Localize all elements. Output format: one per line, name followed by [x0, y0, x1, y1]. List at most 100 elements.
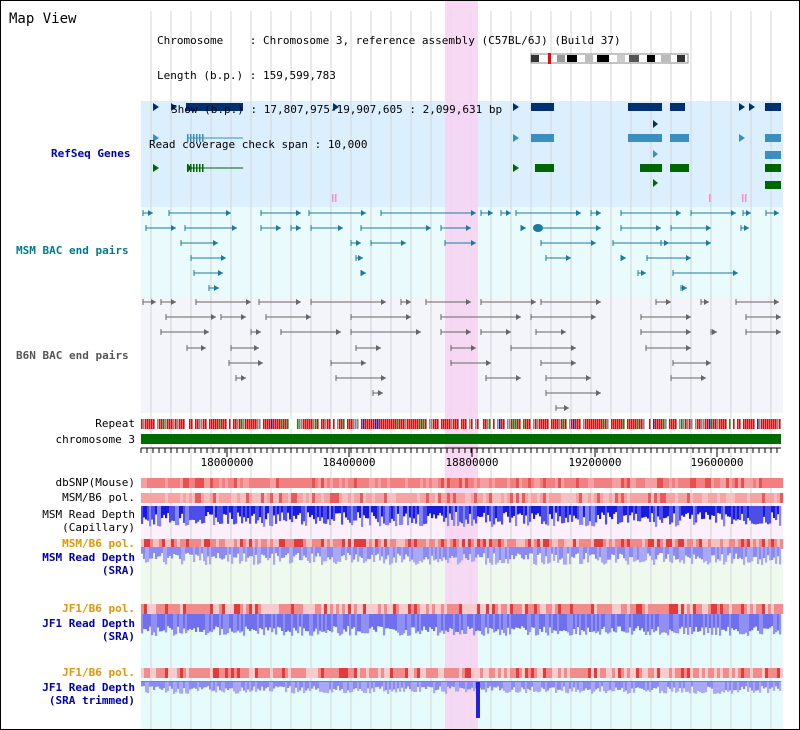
repeat-element	[151, 419, 153, 429]
jf1-b6-pol-2-heatmap-cell	[750, 668, 754, 678]
jf1-depth-trimmed-bar	[523, 681, 526, 690]
repeat-element	[147, 419, 149, 429]
dbsnp-heatmap-cell	[258, 478, 262, 488]
jf1-b6-pol-heatmap-cell	[495, 604, 499, 614]
gene-direction-arrow	[513, 134, 519, 142]
dbsnp-heatmap-cell	[474, 478, 478, 488]
bac-end-arrow	[306, 314, 311, 320]
msm-b6-pol-2-heatmap-cell	[171, 539, 175, 549]
jf1-depth-trimmed-bar	[249, 681, 252, 692]
msm-depth-capillary-bar	[709, 506, 712, 520]
jf1-b6-pol-heatmap-cell	[546, 604, 550, 614]
msm-depth-sra-bar	[177, 547, 180, 556]
msm-b6-pol-heatmap-cell	[294, 493, 298, 503]
msm-b6-pol-heatmap-cell	[723, 493, 727, 503]
msm-depth-sra-bar	[277, 547, 280, 557]
msm-depth-capillary-bar	[179, 506, 182, 519]
msm-b6-pol-2-heatmap-cell	[378, 539, 382, 549]
msm-depth-sra-bar	[205, 547, 208, 565]
jf1-depth-trimmed-bar	[659, 681, 662, 694]
msm-depth-capillary-bar	[447, 506, 450, 527]
jf1-depth-sra-bar	[283, 614, 286, 636]
msm-b6-pol-2-heatmap-cell	[144, 539, 148, 549]
jf1-b6-pol-heatmap-cell	[606, 604, 610, 614]
bac-end-arrow	[712, 329, 717, 335]
jf1-depth-trimmed-bar	[751, 681, 754, 691]
jf1-depth-trimmed-bar	[405, 681, 408, 689]
jf1-depth-sra-bar	[637, 614, 640, 627]
jf1-depth-trimmed-bar	[619, 681, 622, 690]
msm-b6-pol-heatmap-cell	[504, 493, 508, 503]
dbsnp-heatmap-cell	[249, 478, 253, 488]
msm-b6-pol-heatmap-cell	[354, 493, 358, 503]
msm-depth-sra-bar	[487, 547, 490, 559]
jf1-b6-pol-heatmap-cell	[630, 604, 634, 614]
repeat-element	[281, 419, 283, 429]
msm-b6-pol-2-heatmap-cell	[531, 539, 535, 549]
dbsnp-heatmap-cell	[645, 478, 649, 488]
msm-b6-pol-2-heatmap-cell	[513, 539, 517, 549]
jf1-depth-sra-bar	[583, 614, 586, 632]
msm-depth-sra-bar	[669, 547, 672, 562]
msm-depth-capillary-bar	[737, 506, 740, 520]
jf1-b6-pol-2-heatmap-cell	[480, 668, 484, 678]
bac-end-arrow	[506, 210, 511, 216]
jf1-b6-pol-2-heatmap-cell	[690, 668, 694, 678]
jf1-depth-sra-bar	[737, 614, 740, 632]
msm-b6-pol-2-heatmap-cell	[348, 539, 352, 549]
msm-depth-sra-bar	[231, 547, 234, 564]
msm-b6-pol-heatmap-cell	[732, 493, 736, 503]
jf1-depth-trimmed-bar	[555, 681, 558, 693]
msm-depth-sra-bar	[601, 547, 604, 563]
jf1-depth-sra-bar	[411, 614, 414, 628]
dbsnp-heatmap-cell	[687, 478, 691, 488]
msm-b6-pol-2-heatmap-cell	[648, 539, 652, 549]
jf1-depth-trimmed-bar	[185, 681, 188, 694]
msm-depth-capillary-bar	[329, 506, 332, 526]
msm-b6-pol-2-heatmap-cell	[660, 539, 664, 549]
jf1-b6-pol-heatmap-cell	[429, 604, 433, 614]
repeat-track	[141, 419, 781, 429]
jf1-depth-trimmed-bar	[381, 681, 384, 687]
repeat-element	[535, 419, 537, 429]
repeat-element	[243, 419, 245, 429]
jf1-b6-pol-2-heatmap-cell	[330, 668, 334, 678]
jf1-b6-pol-2-heatmap-cell	[609, 668, 613, 678]
jf1-depth-sra-bar	[597, 614, 600, 632]
jf1-b6-pol-heatmap-cell	[444, 604, 448, 614]
msm-depth-capillary-bar	[321, 506, 324, 518]
jf1-b6-pol-2-heatmap-cell	[429, 668, 433, 678]
jf1-depth-sra-bar	[231, 614, 234, 632]
msm-depth-sra-bar	[667, 547, 670, 555]
jf1-depth-sra-bar	[349, 614, 352, 636]
repeat-element	[717, 419, 719, 429]
msm-b6-pol-heatmap-cell	[375, 493, 379, 503]
repeat-element	[373, 419, 375, 429]
dbsnp-heatmap-cell	[303, 478, 307, 488]
repeat-element	[569, 419, 571, 429]
jf1-depth-trimmed-bar	[599, 681, 602, 692]
jf1-depth-trimmed-bar	[287, 681, 290, 689]
jf1-depth-sra-bar	[327, 614, 330, 630]
msm-b6-pol-2-heatmap-cell	[747, 539, 751, 549]
jf1-depth-sra-bar	[471, 614, 474, 628]
repeat-element	[547, 419, 549, 429]
jf1-b6-pol-2-heatmap-cell	[288, 668, 292, 678]
jf1-depth-sra-bar	[727, 614, 730, 627]
bac-end-arrow	[621, 255, 626, 261]
jf1-depth-trimmed-bar	[433, 681, 436, 694]
jf1-depth-trimmed-bar	[343, 681, 346, 693]
jf1-depth-sra-bar	[203, 614, 206, 630]
msm-b6-pol-heatmap-cell	[285, 493, 289, 503]
jf1-b6-pol-2-heatmap-cell	[333, 668, 337, 678]
jf1-depth-trimmed-bar	[471, 681, 474, 688]
jf1-depth-trimmed-bar	[335, 681, 338, 690]
msm-depth-sra-bar	[655, 547, 658, 560]
repeat-element	[771, 419, 773, 429]
dbsnp-heatmap-cell	[762, 478, 766, 488]
bac-end-arrow	[254, 345, 259, 351]
jf1-depth-trimmed-bar	[733, 681, 736, 691]
msm-b6-pol-heatmap-cell	[624, 493, 628, 503]
jf1-b6-pol-heatmap-cell	[663, 604, 667, 614]
